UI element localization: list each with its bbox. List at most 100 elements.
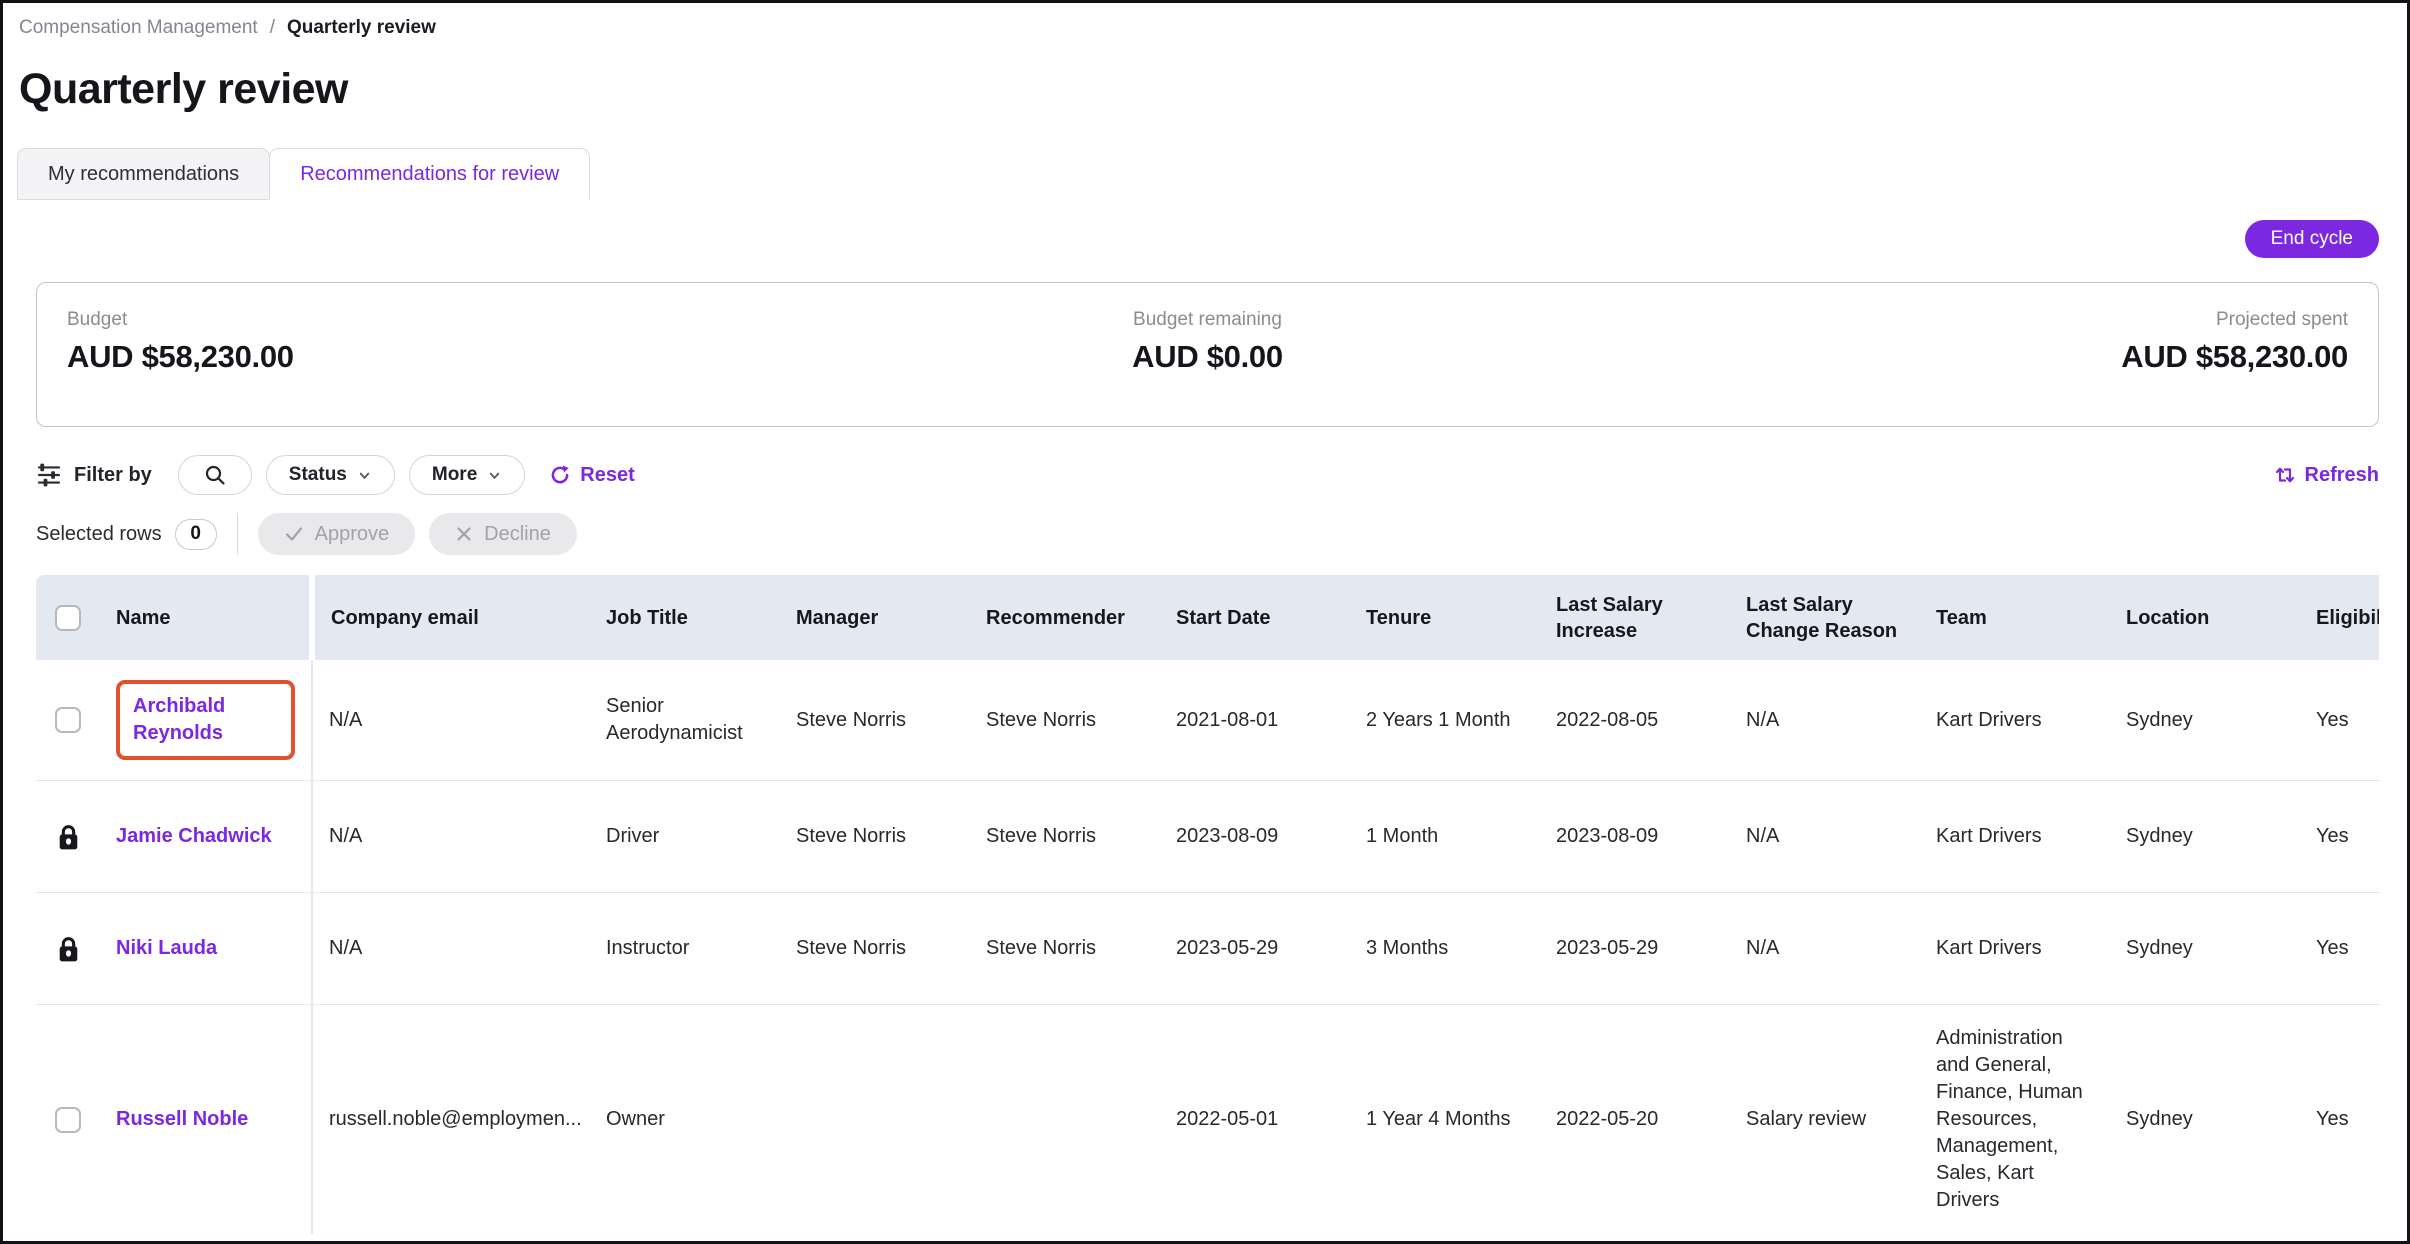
- cell-last-salary-increase: 2022-05-20: [1540, 1005, 1730, 1235]
- cell-location: Sydney: [2110, 781, 2300, 893]
- row-checkbox[interactable]: [55, 707, 81, 733]
- cell-manager: [780, 1005, 970, 1235]
- filter-by-label: Filter by: [74, 464, 152, 487]
- app-window: Compensation Management / Quarterly revi…: [0, 0, 2410, 1244]
- table-row: Jamie Chadwick N/A Driver Steve Norris S…: [36, 781, 2379, 893]
- cell-manager: Steve Norris: [780, 660, 970, 781]
- table-row: Russell Noble russell.noble@employmen...…: [36, 1005, 2379, 1235]
- cell-start-date: 2021-08-01: [1160, 660, 1350, 781]
- cell-eligibility: Yes: [2300, 781, 2379, 893]
- cell-job-title: Driver: [590, 781, 780, 893]
- projected-spent-label: Projected spent: [1588, 309, 2348, 331]
- budget-remaining-section: Budget remaining AUD $0.00: [827, 309, 1587, 400]
- column-header-start-date: Start Date: [1160, 575, 1350, 660]
- budget-label: Budget: [67, 309, 827, 331]
- tab-my-recommendations[interactable]: My recommendations: [17, 148, 270, 200]
- selection-bar: Selected rows 0 Approve Decline: [36, 513, 2379, 555]
- cell-team: Kart Drivers: [1920, 893, 2110, 1005]
- cell-recommender: Steve Norris: [970, 893, 1160, 1005]
- search-button[interactable]: [178, 455, 252, 495]
- column-header-name: Name: [100, 575, 312, 660]
- refresh-label: Refresh: [2305, 464, 2379, 487]
- projected-spent-value: AUD $58,230.00: [1588, 339, 2348, 375]
- cell-job-title: Instructor: [590, 893, 780, 1005]
- cell-last-salary-increase: 2022-08-05: [1540, 660, 1730, 781]
- cell-start-date: 2023-08-09: [1160, 781, 1350, 893]
- name-link[interactable]: Jamie Chadwick: [116, 825, 272, 847]
- cell-location: Sydney: [2110, 893, 2300, 1005]
- budget-section: Budget AUD $58,230.00: [67, 309, 827, 400]
- reset-label: Reset: [580, 464, 634, 487]
- cell-team: Administration and General, Finance, Hum…: [1920, 1005, 2110, 1235]
- lock-icon: [56, 934, 81, 964]
- table-row: Niki Lauda N/A Instructor Steve Norris S…: [36, 893, 2379, 1005]
- refresh-icon: [2274, 464, 2296, 486]
- check-icon: [284, 524, 304, 544]
- page-title: Quarterly review: [19, 65, 2407, 114]
- selected-rows-label: Selected rows: [36, 523, 162, 546]
- approve-label: Approve: [315, 523, 390, 546]
- approve-button[interactable]: Approve: [258, 513, 416, 555]
- cell-location: Sydney: [2110, 1005, 2300, 1235]
- name-link[interactable]: Russell Noble: [116, 1108, 248, 1130]
- breadcrumb-parent[interactable]: Compensation Management: [19, 17, 258, 39]
- decline-button[interactable]: Decline: [429, 513, 577, 555]
- cell-eligibility: Yes: [2300, 1005, 2379, 1235]
- refresh-button[interactable]: Refresh: [2274, 464, 2379, 487]
- column-header-company-email: Company email: [312, 575, 590, 660]
- cell-recommender: Steve Norris: [970, 660, 1160, 781]
- column-header-location: Location: [2110, 575, 2300, 660]
- cell-recommender: Steve Norris: [970, 781, 1160, 893]
- tab-recommendations-for-review[interactable]: Recommendations for review: [269, 148, 590, 200]
- select-all-checkbox[interactable]: [55, 605, 81, 631]
- more-filter-dropdown[interactable]: More: [409, 455, 525, 495]
- cell-team: Kart Drivers: [1920, 660, 2110, 781]
- x-icon: [455, 525, 473, 543]
- cell-company-email: N/A: [312, 781, 590, 893]
- budget-summary-card: Budget AUD $58,230.00 Budget remaining A…: [36, 282, 2379, 427]
- cell-tenure: 2 Years 1 Month: [1350, 660, 1540, 781]
- cell-tenure: 3 Months: [1350, 893, 1540, 1005]
- column-header-tenure: Tenure: [1350, 575, 1540, 660]
- reset-icon: [549, 464, 571, 486]
- breadcrumb-current: Quarterly review: [287, 17, 436, 39]
- cell-company-email: N/A: [312, 893, 590, 1005]
- status-filter-dropdown[interactable]: Status: [266, 455, 395, 495]
- cell-last-salary-change-reason: N/A: [1730, 781, 1920, 893]
- select-all-header: [36, 575, 100, 660]
- cell-tenure: 1 Year 4 Months: [1350, 1005, 1540, 1235]
- cell-last-salary-increase: 2023-05-29: [1540, 893, 1730, 1005]
- filter-bar: Filter by Status More: [36, 455, 2379, 495]
- more-filter-label: More: [432, 464, 477, 486]
- cell-team: Kart Drivers: [1920, 781, 2110, 893]
- divider: [237, 513, 238, 555]
- cell-last-salary-change-reason: N/A: [1730, 893, 1920, 1005]
- column-header-manager: Manager: [780, 575, 970, 660]
- budget-remaining-value: AUD $0.00: [827, 339, 1587, 375]
- table-header-row: Name Company email Job Title Manager Rec…: [36, 575, 2379, 660]
- cell-manager: Steve Norris: [780, 893, 970, 1005]
- cell-tenure: 1 Month: [1350, 781, 1540, 893]
- cell-last-salary-change-reason: N/A: [1730, 660, 1920, 781]
- name-link[interactable]: Niki Lauda: [116, 937, 217, 959]
- cell-start-date: 2022-05-01: [1160, 1005, 1350, 1235]
- chevron-down-icon: [357, 468, 372, 483]
- column-header-eligibility: Eligibility: [2300, 575, 2379, 660]
- budget-remaining-label: Budget remaining: [827, 309, 1587, 331]
- row-checkbox[interactable]: [55, 1107, 81, 1133]
- status-filter-label: Status: [289, 464, 347, 486]
- search-icon: [204, 464, 226, 486]
- reset-filters-button[interactable]: Reset: [549, 464, 634, 487]
- cell-company-email: N/A: [312, 660, 590, 781]
- column-header-job-title: Job Title: [590, 575, 780, 660]
- decline-label: Decline: [484, 523, 551, 546]
- tab-label: Recommendations for review: [300, 163, 559, 186]
- cell-eligibility: Yes: [2300, 893, 2379, 1005]
- focused-name-link[interactable]: Archibald Reynolds: [116, 680, 295, 760]
- projected-spent-section: Projected spent AUD $58,230.00: [1588, 309, 2348, 400]
- end-cycle-button[interactable]: End cycle: [2245, 220, 2379, 258]
- lock-icon: [56, 822, 81, 852]
- column-header-last-salary-increase: Last Salary Increase: [1540, 575, 1730, 660]
- filter-by: Filter by: [36, 462, 152, 488]
- column-header-recommender: Recommender: [970, 575, 1160, 660]
